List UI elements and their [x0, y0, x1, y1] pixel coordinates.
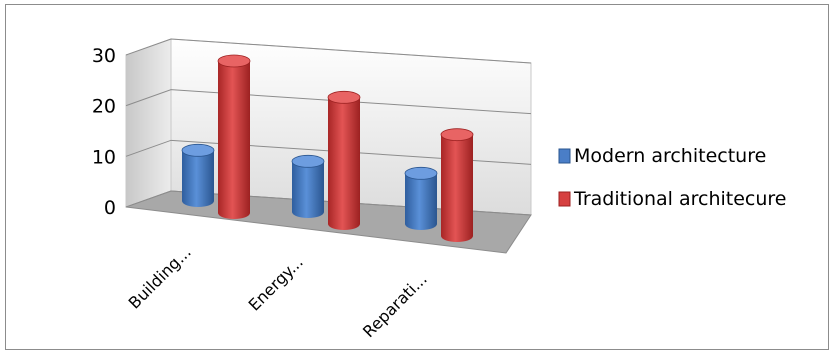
gridline: [125, 38, 532, 64]
side-wall: [125, 38, 172, 208]
gridline: [125, 89, 532, 115]
y-tick-label: 0: [104, 197, 116, 219]
y-tick-label: 30: [92, 45, 116, 67]
category-label: Reparati...: [359, 269, 431, 341]
chart-frame: 0 10 20 30 Building... Energy... Reparati... …: [5, 4, 829, 350]
legend-item: Modern architecture: [558, 145, 766, 167]
legend-label: Modern architecture: [574, 145, 766, 167]
legend-swatch: [558, 191, 571, 207]
y-tick-label: 20: [92, 96, 116, 118]
bars: [181, 54, 474, 242]
category-labels: Building... Energy... Reparati...: [125, 242, 431, 341]
bar: [291, 154, 325, 218]
bar: [404, 166, 438, 230]
legend-item: Traditional architecure: [558, 188, 786, 210]
y-tick-label: 10: [92, 146, 116, 168]
bar: [440, 128, 474, 242]
category-label: Building...: [125, 242, 195, 312]
bar: [217, 54, 251, 219]
bar: [327, 90, 361, 230]
legend-swatch: [558, 148, 571, 164]
category-label: Energy...: [245, 252, 307, 314]
legend-label: Traditional architecure: [573, 188, 786, 210]
y-axis-ticks: 0 10 20 30: [92, 45, 116, 219]
legend: Modern architecture Traditional architecu…: [558, 145, 786, 210]
gridline: [125, 139, 532, 165]
bar: [181, 143, 215, 207]
